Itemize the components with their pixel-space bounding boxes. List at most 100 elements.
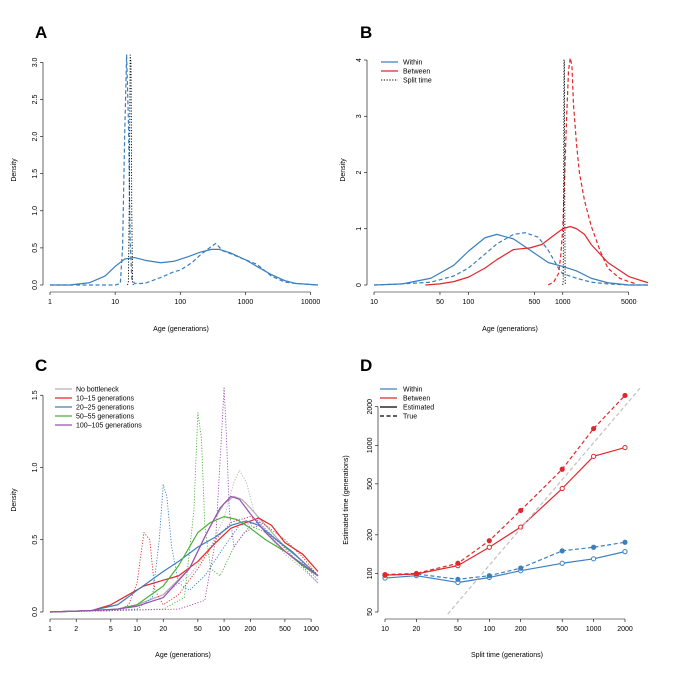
x-tick-label: 100 (174, 299, 186, 306)
legend-c-label-2: 20–25 generations (76, 405, 134, 412)
legend-c: No bottleneck 10–15 generations 20–25 ge… (55, 387, 142, 430)
y-tick-label: 3 (356, 114, 363, 118)
panel-b: B 10 50 100 500 1000 5000 0 1 2 3 4 Age (generatio… (340, 23, 649, 333)
x-tick-label: 50 (436, 299, 444, 306)
series-line-b-2 (425, 225, 649, 286)
x-tick-label: 500 (529, 299, 541, 306)
panel-a: A 1 10 100 1000 10000 0.0 0.5 1.0 1.5 2.0 2.5 3.0 A… (11, 23, 320, 333)
x-tick-label: 10000 (301, 299, 321, 306)
series-line-c-8 (49, 495, 319, 613)
series-point-d-1 (622, 539, 628, 545)
series-line-a-0 (50, 248, 319, 286)
legend-d-label-0: Within (403, 387, 423, 394)
series-line-d-4 (447, 387, 641, 615)
x-axis-label-b: Age (generations) (482, 326, 538, 333)
panel-c: C 1 2 5 10 20 50 100 200 500 1000 0.0 0.5 1.0 1.5 Age… (11, 356, 319, 659)
x-tick-label: 1000 (303, 626, 319, 633)
y-tick-label: 0.5 (32, 243, 39, 253)
series-point-d-1 (518, 565, 524, 571)
y-tick-label: 1.5 (32, 169, 39, 179)
y-axis-label-b: Density (340, 158, 347, 182)
y-axis-label-d: Estimated time (generations) (343, 455, 350, 544)
legend-c-label-0: No bottleneck (76, 387, 119, 394)
legend-d-label-3: True (403, 414, 417, 421)
series-point-d-2 (591, 453, 597, 459)
y-axis-d: 50 100 200 500 1000 2000 (367, 399, 379, 616)
x-tick-label: 100 (218, 626, 230, 633)
legend-b-label-0: Within (403, 60, 423, 67)
series-line-a-1 (50, 54, 319, 286)
series-line-c-1 (49, 469, 319, 613)
series-point-d-2 (486, 544, 492, 550)
panel-letter-b: B (360, 23, 372, 42)
y-axis-a: 0.0 0.5 1.0 1.5 2.0 2.5 3.0 (32, 57, 44, 290)
legend-d-label-1: Between (403, 396, 430, 403)
series-line-b-1 (373, 232, 648, 286)
legend-b-label-1: Between (403, 69, 430, 76)
series-point-d-3 (413, 570, 419, 577)
y-axis-label-a: Density (11, 158, 18, 182)
x-axis-c: 1 2 5 10 20 50 100 200 500 1000 (48, 618, 319, 633)
series-point-d-3 (518, 507, 524, 514)
y-tick-label: 1.5 (32, 390, 39, 400)
series-line-b-3 (547, 57, 637, 286)
series-point-d-2 (622, 444, 628, 451)
x-tick-label: 5 (109, 626, 113, 633)
legend-b-label-2: Split time (403, 78, 432, 85)
y-tick-label: 0 (356, 283, 363, 287)
series-line-b-0 (373, 233, 648, 286)
series-line-d-2 (384, 446, 626, 576)
x-tick-label: 100 (483, 626, 495, 633)
x-tick-label: 20 (412, 626, 420, 633)
y-tick-label: 3.0 (32, 57, 39, 67)
y-tick-label: 2000 (367, 399, 374, 415)
series-line-c-3 (49, 516, 319, 613)
series-point-d-0 (559, 560, 565, 566)
series-point-d-2 (559, 485, 565, 492)
x-tick-label: 10 (111, 299, 119, 306)
series-line-c-7 (49, 412, 319, 613)
y-tick-label: 2.5 (32, 95, 39, 105)
series-line-c-5 (49, 484, 319, 613)
x-tick-label: 100 (463, 299, 475, 306)
x-axis-b: 10 50 100 500 1000 5000 (370, 291, 637, 306)
y-tick-label: 500 (367, 478, 374, 490)
x-tick-label: 10 (381, 626, 389, 633)
x-tick-label: 2000 (617, 626, 633, 633)
x-tick-label: 50 (454, 626, 462, 633)
y-tick-label: 4 (356, 58, 363, 62)
panel-d: D 10 20 50 100 200 500 1000 2000 50 100 200 500 1000… (343, 356, 641, 659)
x-tick-label: 500 (556, 626, 568, 633)
x-axis-label-d: Split time (generations) (471, 652, 543, 659)
series-point-d-0 (591, 556, 597, 562)
x-tick-label: 1000 (555, 299, 571, 306)
y-tick-label: 100 (367, 567, 374, 579)
series-point-d-3 (559, 466, 565, 472)
plot-area-d: 10 20 50 100 200 500 1000 2000 50 100 200 500 1000 20… (367, 387, 641, 633)
y-tick-label: 0.0 (32, 280, 39, 290)
x-tick-label: 200 (515, 626, 527, 633)
y-axis-label-c: Density (11, 488, 18, 512)
y-tick-label: 2.0 (32, 132, 39, 142)
y-axis-c: 0.0 0.5 1.0 1.5 (32, 390, 44, 617)
y-tick-label: 1 (356, 227, 363, 231)
x-tick-label: 200 (244, 626, 256, 633)
x-axis-label-c: Age (generations) (155, 652, 211, 659)
legend-d-label-2: Estimated (403, 405, 434, 412)
plot-area-b: 10 50 100 500 1000 5000 0 1 2 3 4 (356, 57, 649, 306)
series-line-d-0 (384, 551, 626, 584)
series-point-d-3 (486, 538, 492, 544)
legend-c-label-4: 100–105 generations (76, 423, 142, 430)
x-axis-label-a: Age (generations) (153, 326, 209, 333)
series-point-d-1 (559, 548, 565, 554)
legend-b: Within Between Split time (381, 60, 432, 85)
series-point-d-3 (455, 560, 461, 566)
y-tick-label: 0.5 (32, 535, 39, 545)
y-tick-label: 1.0 (32, 463, 39, 473)
y-tick-label: 1000 (367, 437, 374, 453)
series-line-c-2 (49, 517, 319, 613)
series-line-c-0 (49, 495, 319, 613)
x-axis-a: 1 10 100 1000 10000 (48, 291, 321, 306)
legend-c-label-3: 50–55 generations (76, 414, 134, 421)
x-tick-label: 1000 (238, 299, 254, 306)
